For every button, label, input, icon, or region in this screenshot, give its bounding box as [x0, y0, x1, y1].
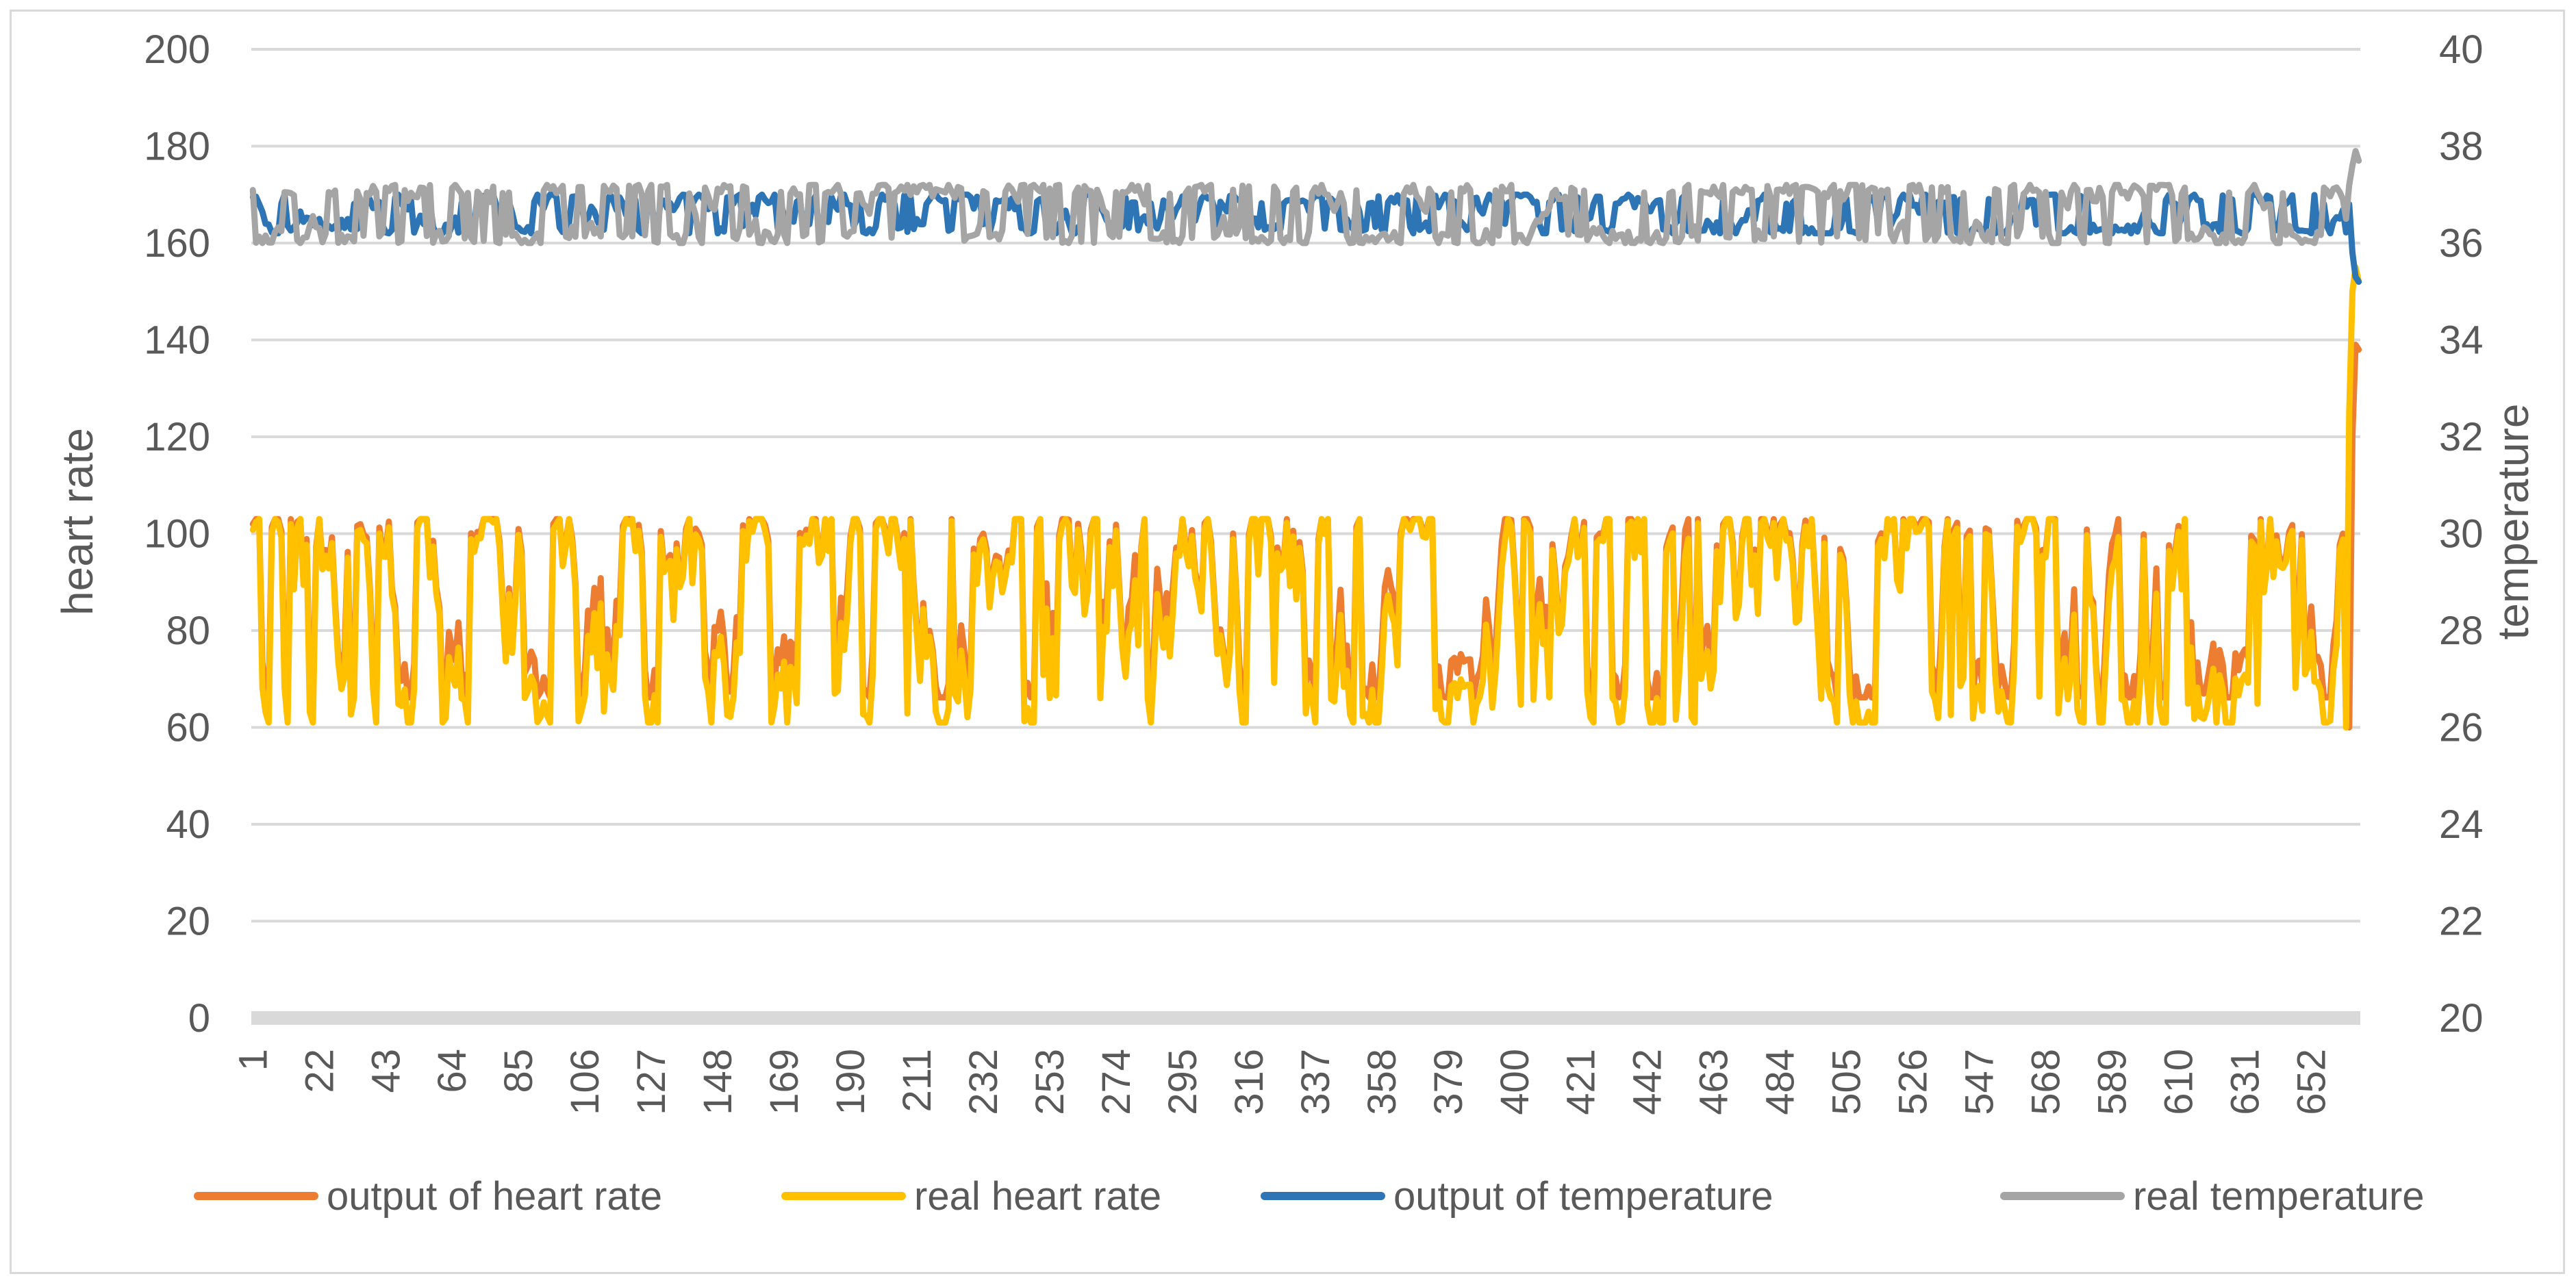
legend-label-real-temperature: real temperature [2133, 1174, 2425, 1219]
x-tick-label: 337 [1293, 1049, 1338, 1115]
x-tick-label: 589 [2091, 1049, 2135, 1115]
left-axis-title: heart rate [53, 428, 102, 615]
y2-tick-label: 20 [2439, 996, 2484, 1041]
x-tick-label: 232 [961, 1049, 1006, 1115]
x-tick-label: 631 [2223, 1049, 2267, 1115]
x-tick-label: 190 [829, 1049, 873, 1115]
x-tick-label: 295 [1161, 1049, 1205, 1115]
series-lines [249, 148, 2362, 730]
x-tick-label: 127 [629, 1049, 674, 1115]
x-tick-label: 484 [1758, 1049, 1803, 1115]
x-tick-label: 568 [2024, 1049, 2069, 1115]
x-tick-label: 169 [762, 1049, 807, 1115]
x-tick-label: 316 [1227, 1049, 1272, 1115]
x-tick-label: 652 [2289, 1049, 2334, 1115]
x-axis: 1 22 43 64 85 106 127 148 169 190 211 232 253 274 295 3… [231, 1049, 2334, 1115]
x-tick-label: 379 [1426, 1049, 1471, 1115]
x-tick-label: 547 [1958, 1049, 2002, 1115]
left-y-axis: 0 20 40 60 80 100 120 140 160 180 200 [144, 27, 210, 1041]
y-tick-label: 80 [166, 609, 210, 653]
x-tick-label: 400 [1493, 1049, 1537, 1115]
y2-tick-label: 40 [2439, 27, 2484, 72]
legend-label-output-of-temperature: output of temperature [1393, 1174, 1773, 1219]
y2-tick-label: 32 [2439, 415, 2484, 459]
y-tick-label: 40 [166, 802, 210, 847]
x-tick-label: 1 [231, 1049, 275, 1071]
x-tick-label: 442 [1626, 1049, 1670, 1115]
x-tick-label: 211 [895, 1049, 939, 1112]
chart-frame: 0 20 40 60 80 100 120 140 160 180 200 20 22 24 26 28 30… [10, 10, 2565, 1274]
y-tick-label: 180 [144, 125, 210, 169]
series-line-real-heart-rate [249, 264, 2362, 730]
y-tick-label: 60 [166, 706, 210, 750]
y-tick-label: 20 [166, 900, 210, 944]
y2-tick-label: 24 [2439, 802, 2484, 847]
y2-tick-label: 22 [2439, 900, 2484, 944]
x-tick-label: 64 [430, 1049, 475, 1093]
x-tick-label: 505 [1825, 1049, 1869, 1115]
legend-label-real-heart-rate: real heart rate [914, 1174, 1161, 1219]
y-tick-label: 200 [144, 27, 210, 72]
x-tick-label: 610 [2156, 1049, 2201, 1115]
x-tick-label: 253 [1028, 1049, 1072, 1115]
x-tick-label: 148 [696, 1049, 740, 1115]
y-tick-label: 160 [144, 221, 210, 266]
legend-label-output-of-heart-rate: output of heart rate [327, 1174, 662, 1219]
y2-tick-label: 34 [2439, 318, 2484, 363]
legend: output of heart rate real heart rate outpu… [194, 1174, 2425, 1219]
x-tick-label: 421 [1559, 1049, 1604, 1115]
x-tick-label: 463 [1692, 1049, 1737, 1115]
y-tick-label: 120 [144, 415, 210, 459]
y2-tick-label: 30 [2439, 512, 2484, 557]
right-y-axis: 20 22 24 26 28 30 32 34 36 38 40 [2439, 27, 2484, 1041]
x-tick-label: 274 [1094, 1049, 1139, 1115]
right-axis-title: temperature [2488, 403, 2538, 639]
y2-tick-label: 38 [2439, 125, 2484, 169]
y-tick-label: 140 [144, 318, 210, 363]
x-tick-label: 106 [563, 1049, 607, 1115]
y2-tick-label: 36 [2439, 221, 2484, 266]
y2-tick-label: 26 [2439, 706, 2484, 750]
y-tick-label: 0 [188, 996, 210, 1041]
series-line-real-temperature [249, 148, 2362, 246]
x-tick-label: 22 [297, 1049, 342, 1093]
y-tick-label: 100 [144, 512, 210, 557]
x-tick-label: 85 [496, 1049, 541, 1093]
y2-tick-label: 28 [2439, 609, 2484, 653]
x-tick-label: 526 [1891, 1049, 1936, 1115]
x-tick-label: 43 [364, 1049, 408, 1093]
x-tick-label: 358 [1360, 1049, 1404, 1115]
